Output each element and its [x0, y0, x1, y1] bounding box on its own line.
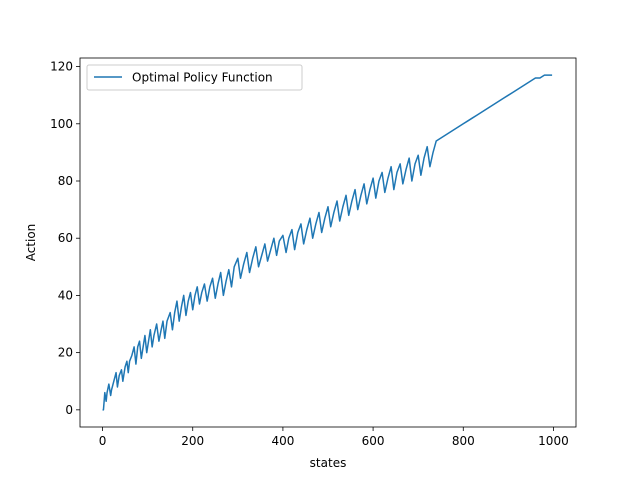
y-tick-label: 40 — [58, 288, 73, 302]
x-axis-ticks: 0 200 400 600 800 1000 — [99, 427, 569, 448]
plot-area — [80, 58, 576, 427]
legend: Optimal Policy Function — [86, 64, 303, 91]
y-axis-label: Action — [24, 224, 38, 262]
x-tick-label: 1000 — [538, 434, 569, 448]
legend-entry-label: Optimal Policy Function — [132, 71, 273, 85]
x-tick-label: 0 — [99, 434, 107, 448]
x-tick-label: 200 — [181, 434, 204, 448]
x-tick-label: 600 — [362, 434, 385, 448]
y-tick-label: 100 — [50, 117, 73, 131]
x-tick-label: 800 — [452, 434, 475, 448]
y-tick-label: 60 — [58, 231, 73, 245]
y-tick-label: 80 — [58, 174, 73, 188]
legend-box — [86, 64, 303, 91]
x-axis-label: states — [310, 456, 347, 470]
y-tick-label: 120 — [50, 60, 73, 74]
y-tick-label: 20 — [58, 346, 73, 360]
y-tick-label: 0 — [65, 403, 73, 417]
y-axis-ticks: 0 20 40 60 80 100 120 — [50, 60, 80, 417]
x-tick-label: 400 — [271, 434, 294, 448]
series-line-0 — [102, 74, 553, 411]
plot-frame — [79, 57, 577, 428]
series-layer — [102, 74, 553, 411]
